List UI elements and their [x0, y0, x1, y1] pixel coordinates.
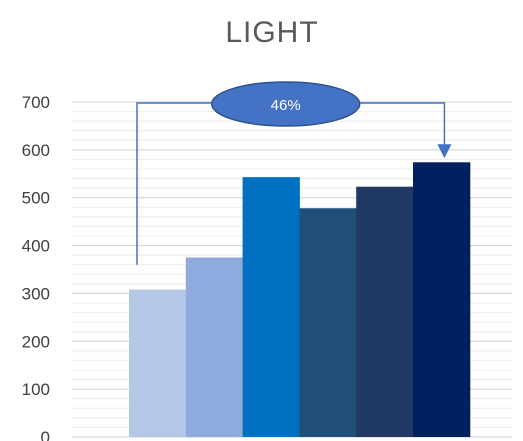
callout-arrowhead [437, 144, 452, 159]
y-tick-label: 200 [22, 332, 50, 351]
y-tick-label: 400 [22, 237, 50, 256]
bar [185, 257, 244, 437]
change-callout: 46% [136, 81, 452, 265]
bar [129, 289, 187, 437]
callout-ellipse [210, 81, 361, 127]
y-tick-label: 500 [22, 189, 50, 208]
y-tick-label: 300 [22, 284, 50, 303]
y-tick-label: 100 [22, 380, 50, 399]
y-axis: 0 100 200 300 400 500 600 700 [22, 93, 50, 441]
callout-label: 46% [271, 97, 301, 114]
bar [299, 208, 357, 437]
chart-title: LIGHT [225, 16, 318, 49]
y-tick-label: 600 [22, 141, 50, 160]
bar [413, 162, 471, 438]
y-tick-label: 0 [41, 428, 50, 441]
bars [129, 162, 471, 438]
bar [356, 186, 414, 437]
y-tick-label: 700 [22, 93, 50, 112]
bar [242, 177, 300, 437]
